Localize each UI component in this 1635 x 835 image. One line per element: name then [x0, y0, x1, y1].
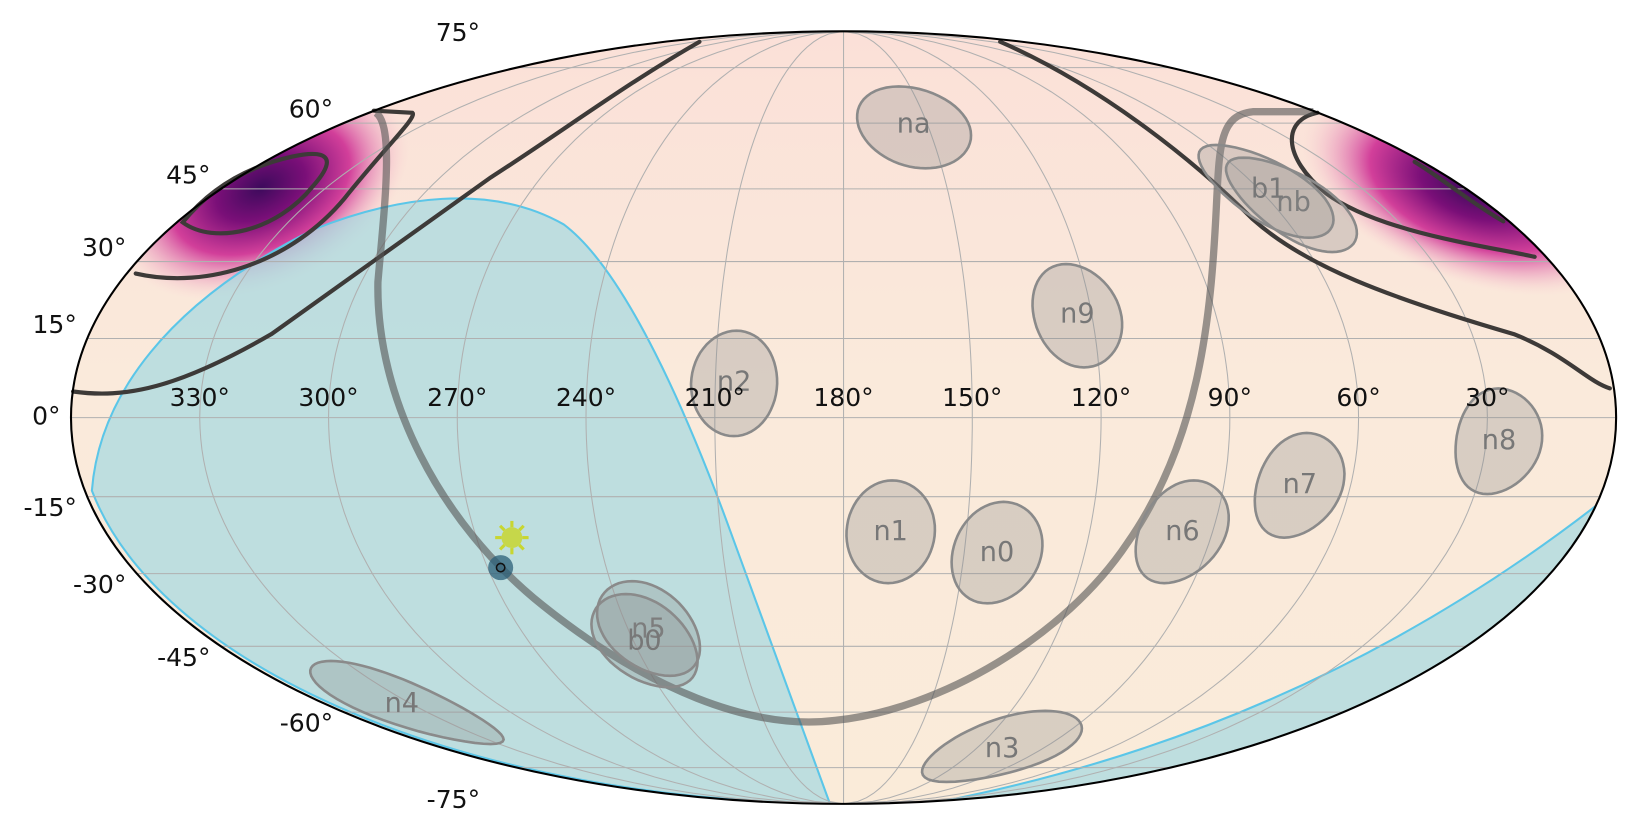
- contour: [133, 108, 416, 281]
- x-tick-label: 240°: [556, 383, 616, 412]
- sun-ray: [498, 543, 506, 551]
- y-tick-label: -45°: [157, 643, 210, 672]
- contour: [70, 39, 702, 396]
- detector-footprint: [855, 85, 973, 170]
- map-border: [69, 30, 1618, 805]
- detector-label: n3: [985, 733, 1019, 764]
- detector-label: n9: [1060, 299, 1094, 330]
- detector-label: n5: [631, 613, 665, 644]
- grid-line: [585, 30, 844, 805]
- detector-footprint: [950, 500, 1044, 605]
- sun-ray: [498, 524, 506, 532]
- contour: [1412, 159, 1506, 224]
- detector-footprint: [1454, 387, 1544, 496]
- detector-footprint: [1197, 143, 1335, 240]
- source-center: [495, 562, 506, 573]
- grid-line: [456, 30, 844, 805]
- detector-label: n1: [873, 516, 907, 547]
- y-tick-label: 15°: [33, 310, 77, 339]
- sun-ray: [518, 543, 525, 551]
- detector-footprint: [308, 659, 506, 746]
- detector-label: b0: [627, 626, 661, 657]
- detector-label: b1: [1251, 173, 1285, 204]
- contours: [70, 39, 1612, 396]
- x-tick-label: 30°: [1465, 383, 1509, 412]
- x-tick-label: 330°: [170, 383, 230, 412]
- x-tick-label: 270°: [427, 383, 487, 412]
- grid-line: [843, 30, 1102, 805]
- x-tick-label: 300°: [298, 383, 358, 412]
- detector-footprint: [689, 329, 779, 438]
- y-tick-label: 75°: [436, 18, 480, 47]
- detector-footprint: [1224, 156, 1359, 254]
- sun-ray: [518, 524, 525, 532]
- y-tick-label: 0°: [32, 402, 60, 431]
- grid-line: [843, 30, 1488, 805]
- grid-line: [328, 30, 844, 805]
- detector-label: n4: [385, 688, 419, 719]
- detector-footprint: [590, 592, 699, 689]
- detector-label: n8: [1482, 425, 1516, 456]
- detector-footprint: [920, 709, 1084, 784]
- y-tick-label: -60°: [280, 709, 333, 738]
- x-tick-label: 180°: [813, 383, 873, 412]
- detector-label: n2: [717, 367, 751, 398]
- x-tick-label: 60°: [1336, 383, 1380, 412]
- contour: [998, 39, 1612, 391]
- y-tick-label: 60°: [289, 95, 333, 124]
- detector-footprint: [845, 479, 937, 585]
- x-tick-label: 90°: [1208, 383, 1252, 412]
- grid-line: [843, 30, 1231, 805]
- detector-label: na: [897, 109, 931, 140]
- grid-line: [843, 30, 973, 805]
- y-tick-label: -30°: [73, 570, 126, 599]
- sky-background: [70, 31, 1617, 804]
- detector-label: nb: [1276, 187, 1310, 218]
- detector-label: n0: [980, 537, 1014, 568]
- y-tick-label: -15°: [23, 493, 76, 522]
- x-tick-label: 210°: [685, 383, 745, 412]
- detector-footprint: [1134, 479, 1230, 585]
- y-tick-label: -75°: [427, 785, 480, 814]
- detector-label: n6: [1165, 516, 1199, 547]
- x-tick-label: 150°: [942, 383, 1002, 412]
- contour: [179, 151, 329, 236]
- y-tick-label: 30°: [82, 233, 126, 262]
- y-tick-label: 45°: [166, 160, 210, 189]
- grid-line: [843, 30, 1360, 805]
- source-position: [488, 555, 514, 581]
- sun-position: [501, 527, 523, 549]
- grid-line: [199, 30, 844, 805]
- grid-line: [714, 30, 844, 805]
- plot: n0 n1 n2 n3 n4 n5 n6 n7 n8 n9 na nb b0 b1 75° 60° 45° 30…: [23, 18, 1618, 814]
- detector-label: n7: [1283, 469, 1317, 500]
- contour: [1289, 110, 1537, 259]
- detector-footprint: [1253, 431, 1346, 539]
- detectors: n0 n1 n2 n3 n4 n5 n6 n7 n8 n9 na nb b0 b1: [308, 85, 1544, 784]
- x-tick-label: 120°: [1071, 383, 1131, 412]
- galactic-plane: [373, 108, 1314, 726]
- detector-footprint: [1031, 262, 1124, 369]
